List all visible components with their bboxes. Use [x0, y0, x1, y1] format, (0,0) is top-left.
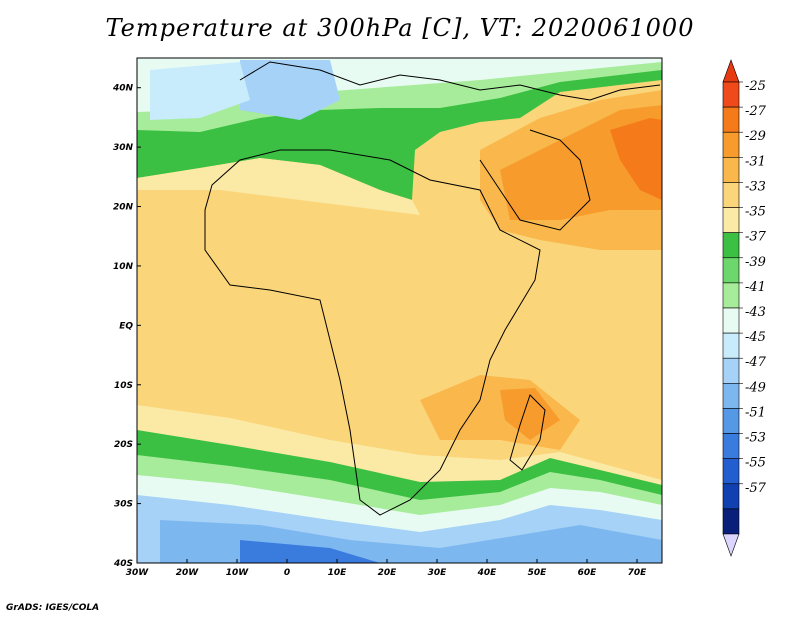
colorbar-segment	[722, 157, 740, 183]
colorbar-level-label: -47	[745, 355, 767, 370]
lat-tick-label: 20S	[114, 440, 133, 450]
lon-tick-label: 10E	[328, 568, 348, 578]
colorbar-top-arrow	[722, 59, 740, 83]
colorbar-segment	[722, 232, 740, 259]
colorbar: -25 -27 -29 -31 -33 -35 -37 -39 -41 -43 -45 -47 -49 -…	[722, 59, 767, 557]
colorbar-level-label: -57	[745, 481, 767, 496]
colorbar-level-label: -35	[745, 205, 766, 220]
colorbar-segment	[722, 257, 740, 284]
coastline-arabia	[479, 129, 591, 231]
colorbar-segment	[722, 182, 740, 208]
colorbar-level-label: -43	[745, 305, 766, 320]
plot-area	[137, 58, 662, 563]
colorbar-level-label: -27	[745, 104, 767, 119]
colorbar-level-label: -45	[745, 330, 766, 345]
lon-tick-label: 40E	[477, 568, 498, 578]
colorbar-level-label: -29	[745, 129, 766, 144]
lon-axis: 30W 20W 10W 0 10E 20E 30E 40E 50E 60E 70E	[126, 559, 647, 578]
colorbar-bottom-arrow	[722, 533, 740, 557]
field-hot-madagascar	[500, 388, 560, 440]
lat-tick-label: 10S	[114, 381, 133, 391]
map-title: Temperature at 300hPa [C], VT: 202006100…	[105, 14, 695, 42]
lat-axis: 40N 30N 20N 10N EQ 10S 20S 30S 40S	[112, 84, 141, 569]
colorbar-segment	[722, 383, 740, 409]
plot-frame	[136, 57, 663, 564]
lon-tick-label: 30E	[428, 568, 448, 578]
lat-tick-label: 30N	[113, 143, 134, 153]
colorbar-segment	[722, 458, 740, 485]
colorbar-level-label: -51	[745, 405, 766, 420]
colorbar-level-label: -55	[745, 456, 766, 471]
lon-tick-label: 20W	[176, 568, 200, 578]
lat-tick-label: EQ	[119, 321, 133, 331]
colorbar-segment	[722, 106, 740, 133]
field-band-south-blue3	[240, 540, 380, 563]
colorbar-level-label: -53	[745, 431, 766, 446]
lon-tick-label: 10W	[226, 568, 250, 578]
colorbar-segment	[722, 131, 740, 158]
lon-tick-label: 30W	[126, 568, 150, 578]
colorbar-segment	[722, 81, 740, 108]
coastline-europe	[239, 61, 661, 101]
colorbar-segment	[722, 508, 740, 535]
colorbar-level-label: -25	[745, 79, 766, 94]
colorbar-level-label: -37	[745, 230, 767, 245]
field-band-north-blue	[240, 60, 340, 120]
lon-tick-label: 70E	[628, 568, 648, 578]
colorbar-segment	[722, 483, 740, 510]
field-band-north-pale	[137, 158, 420, 215]
colorbar-segment	[722, 408, 740, 434]
lon-tick-label: 50E	[528, 568, 548, 578]
colorbar-segment	[722, 282, 740, 309]
field-hottest-region	[610, 118, 662, 200]
colorbar-segment	[722, 332, 740, 359]
colorbar-segment	[722, 207, 740, 233]
colorbar-segment	[722, 307, 740, 334]
colorbar-level-label: -41	[745, 280, 766, 295]
colorbar-level-label: -39	[745, 255, 766, 270]
lon-tick-label: 0	[284, 568, 290, 578]
colorbar-level-label: -33	[745, 179, 766, 194]
coastline-africa	[204, 149, 541, 516]
grads-credit: GrADS: IGES/COLA	[6, 603, 100, 613]
field-band-north-blue2	[150, 62, 250, 120]
coastline-madagascar	[509, 394, 546, 471]
lon-tick-label: 20E	[378, 568, 398, 578]
lat-tick-label: 40N	[112, 84, 134, 94]
lon-tick-label: 60E	[578, 568, 598, 578]
colorbar-level-label: -31	[745, 154, 766, 169]
colorbar-segment	[722, 357, 740, 384]
lat-tick-label: 10N	[113, 262, 134, 272]
colorbar-segment	[722, 433, 740, 459]
lat-tick-label: 20N	[113, 203, 134, 213]
lat-tick-label: 30S	[114, 500, 133, 510]
lat-tick-label: 40S	[113, 559, 133, 569]
colorbar-level-label: -49	[745, 380, 766, 395]
